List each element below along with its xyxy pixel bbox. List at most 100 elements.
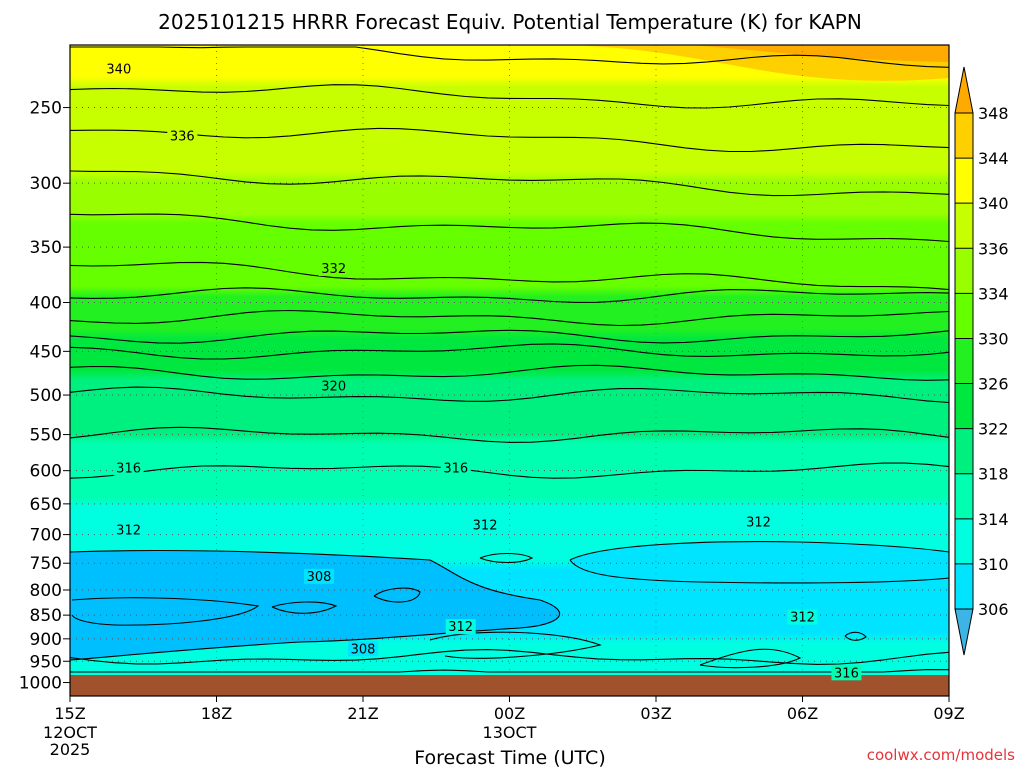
y-tick-label-400: 400 [30, 293, 62, 313]
contour-label-bg-4 [113, 460, 144, 476]
contour-low-9 [844, 631, 867, 641]
colorbar-swatch-310 [955, 518, 973, 564]
contour-label-bg-10 [445, 619, 476, 635]
contour-label-bg-7 [470, 517, 501, 533]
contour-low-7 [429, 631, 602, 659]
contours [69, 46, 950, 673]
y-tick-label-300: 300 [30, 174, 62, 194]
contour-label-bg-13 [831, 665, 862, 681]
colorbar-swatch-330 [955, 293, 973, 339]
x-tick-label-03Z: 03Z [640, 704, 671, 723]
contour-326 [69, 329, 950, 344]
colorbar-swatch-326 [955, 338, 973, 384]
contour-label-11: 308 [307, 570, 332, 585]
contour-320 [69, 386, 950, 404]
contour-label-5: 316 [443, 462, 468, 477]
colorbar-label-336: 336 [978, 239, 1009, 258]
contour-label-2: 332 [321, 262, 346, 277]
y-tick-label-950: 950 [30, 652, 62, 672]
contour-label-bg-12 [348, 641, 378, 657]
x-tick-label-09Z: 09Z [933, 704, 964, 723]
x-tick-label-15Z: 15Z [54, 704, 85, 723]
contour-label-bg-9 [787, 609, 818, 625]
chart-title: 2025101215 HRRR Forecast Equiv. Potentia… [158, 10, 862, 34]
contour-label-13: 316 [834, 666, 859, 681]
contour-324 [69, 343, 950, 360]
contour-label-4: 316 [116, 462, 141, 477]
colorbar-label-348: 348 [978, 104, 1009, 123]
contour-316 [69, 462, 950, 479]
y-tick-label-1000: 1000 [19, 674, 62, 694]
contour-low-5 [569, 559, 950, 584]
colorbar-swatch-340 [955, 158, 973, 204]
colorbar-label-306: 306 [978, 600, 1009, 619]
contour-label-7: 312 [473, 519, 498, 534]
contour-label-1: 336 [170, 129, 195, 144]
colorbar-swatch-306 [955, 563, 973, 609]
colorbar-label-318: 318 [978, 465, 1009, 484]
contour-low-8 [699, 648, 802, 669]
contour-332 [69, 261, 950, 291]
contour-label-0: 340 [106, 62, 131, 77]
contour-322 [69, 364, 950, 381]
contour-label-bg-11 [304, 568, 335, 584]
y-tick-label-800: 800 [30, 581, 62, 601]
y-tick-label-500: 500 [30, 386, 62, 406]
y-tick-label-600: 600 [30, 462, 62, 482]
contour-low-3 [373, 587, 421, 603]
x-tick-label-21Z: 21Z [347, 704, 378, 723]
contour-314 [70, 669, 950, 673]
contour-340 [69, 84, 950, 109]
contour-labels: 340 336 332 320 316 316 312 312 312 312 312 308 308 3… [103, 61, 862, 681]
y-tick-label-250: 250 [30, 99, 62, 119]
colorbar-label-340: 340 [978, 194, 1009, 213]
contour-label-10: 312 [448, 620, 473, 635]
colorbar-swatch-318 [955, 428, 973, 474]
contour-label-bg-1 [167, 128, 198, 144]
y-tick-label-650: 650 [30, 495, 62, 515]
contour-label-9: 312 [790, 611, 815, 626]
contour-330 [69, 287, 950, 303]
colorbar-label-322: 322 [978, 420, 1009, 439]
colorbar: 306 310 314 318 322 326 330 334 336 340 344 348 [954, 66, 1009, 656]
colorbar-label-344: 344 [978, 149, 1009, 168]
cool-cell-310-east [570, 541, 949, 583]
contour-328 [69, 309, 950, 327]
colorbar-label-310: 310 [978, 555, 1009, 574]
contour-label-3: 320 [321, 380, 346, 395]
contour-low-4 [569, 541, 950, 561]
contour-label-12: 308 [351, 642, 376, 657]
y-tick-label-850: 850 [30, 606, 62, 626]
contour-334 [69, 213, 950, 243]
contour-312 [69, 649, 950, 665]
contour-318 [69, 426, 950, 443]
y-tick-label-350: 350 [30, 238, 62, 258]
y-tick-label-550: 550 [30, 426, 62, 446]
colorbar-swatch-336 [955, 203, 973, 249]
x-date-label-15Z: 12OCT [43, 723, 97, 742]
contour-label-bg-6 [113, 522, 144, 538]
contour-338 [69, 127, 950, 153]
x-tick-label-06Z: 06Z [787, 704, 818, 723]
credit-text: coolwx.com/models [867, 746, 1015, 764]
contour-label-bg-2 [318, 261, 349, 277]
colorbar-over-arrow [954, 66, 974, 114]
contour-low-1 [71, 597, 260, 626]
contour-low-6 [479, 552, 534, 564]
field-features [70, 45, 949, 660]
x-year-label-15Z: 2025 [50, 740, 91, 759]
ground-fill [70, 675, 949, 696]
contour-label-bg-5 [440, 460, 471, 476]
x-tick-label-18Z: 18Z [201, 704, 232, 723]
y-axis: 250 300 350 400 450 500 550 600 650 700 750 800 850 9… [19, 99, 70, 694]
x-axis-label: Forecast Time (UTC) [414, 747, 605, 768]
x-date-label-00Z: 13OCT [483, 723, 537, 742]
y-tick-label-900: 900 [30, 630, 62, 650]
y-tick-label-450: 450 [30, 342, 62, 362]
colorbar-swatch-314 [955, 473, 973, 519]
colorbar-swatch-322 [955, 383, 973, 429]
warm-cell-over [690, 45, 949, 62]
contour-label-bg-8 [743, 514, 774, 530]
